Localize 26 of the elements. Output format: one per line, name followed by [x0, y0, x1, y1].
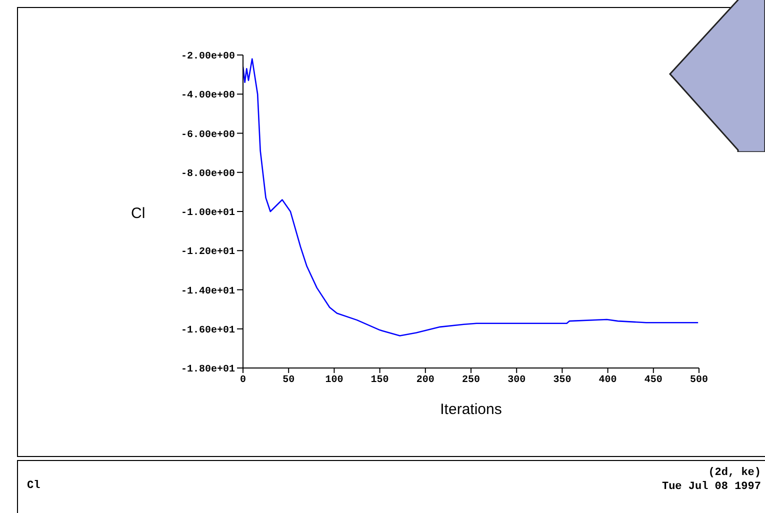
y-tick-label: -1.80e+01	[180, 364, 235, 376]
y-tick-label: -4.00e+00	[180, 90, 235, 102]
y-tick-label: -2.00e+00	[180, 52, 235, 63]
x-tick-label: 450	[644, 375, 662, 386]
y-axis-title: Cl	[131, 205, 146, 222]
x-tick-label: 400	[598, 375, 617, 386]
text: Cl	[27, 480, 40, 492]
y-tick-label: -1.40e+01	[180, 286, 235, 298]
x-tick-label: 350	[553, 375, 572, 386]
y-tick-label: -1.00e+01	[180, 208, 235, 220]
x-tick-label: 50	[282, 375, 295, 386]
x-tick-label: 300	[508, 375, 526, 386]
y-tick-label: -8.00e+00	[180, 168, 235, 180]
y-tick-label: -6.00e+00	[180, 130, 235, 141]
x-axis-title: Iterations	[440, 401, 502, 418]
text: (2d, ke)	[707, 466, 761, 480]
x-tick-label: 200	[416, 375, 434, 386]
x-tick-label: 100	[325, 375, 344, 386]
y-tick-label: -1.20e+01	[180, 247, 235, 258]
x-tick-label: 150	[370, 375, 389, 386]
line-series	[243, 58, 699, 336]
y-tick-label: -1.60e+01	[180, 325, 235, 336]
x-tick-label: 500	[690, 375, 708, 386]
x-tick-label: 0	[240, 375, 246, 386]
text: Tue Jul 08 1997	[662, 480, 761, 494]
x-tick-label: 250	[462, 375, 480, 386]
